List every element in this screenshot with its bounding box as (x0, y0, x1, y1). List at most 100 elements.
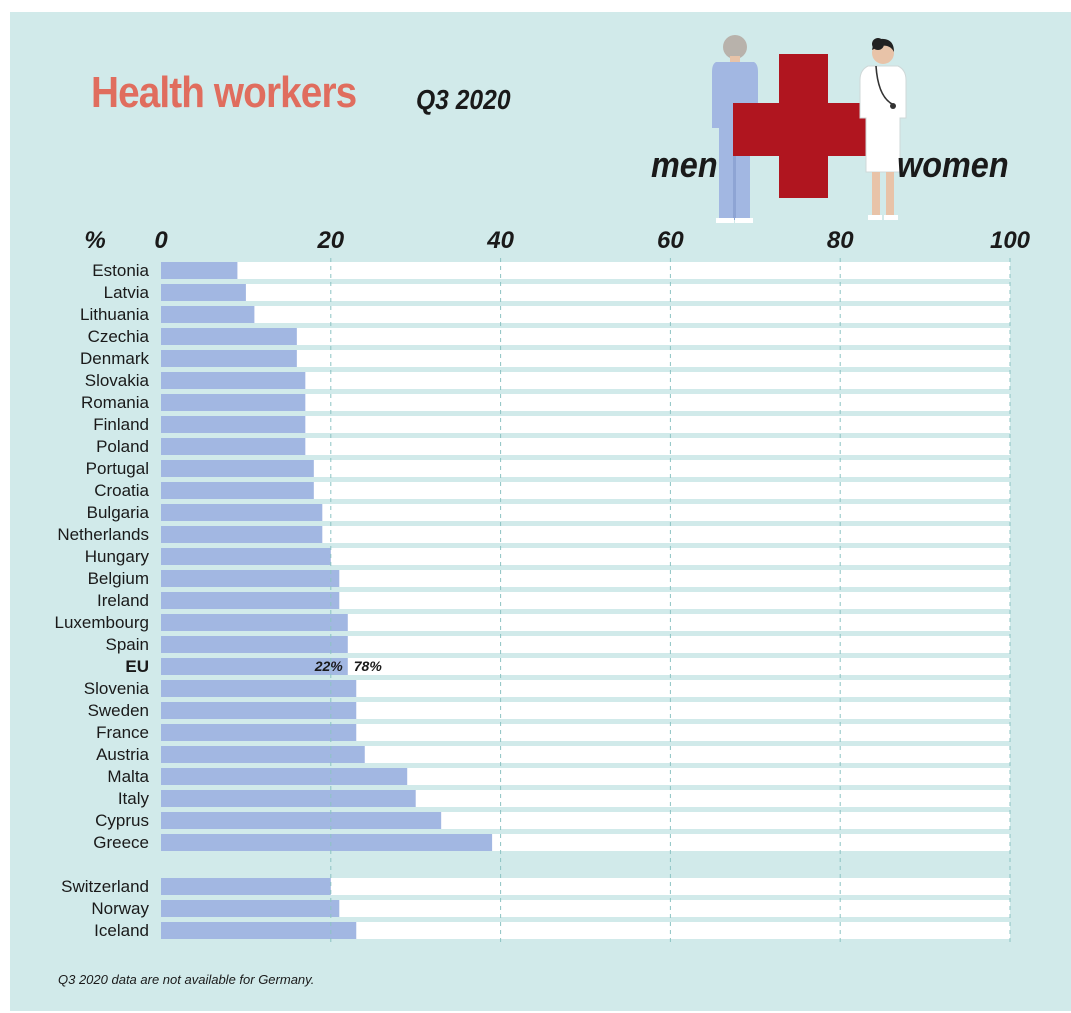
bar-men-italy (161, 790, 416, 807)
category-label: Croatia (94, 481, 149, 500)
bar-men-norway (161, 900, 340, 917)
bar-women-luxembourg (161, 614, 1010, 631)
bar-men-slovenia (161, 680, 357, 697)
category-label: Cyprus (95, 811, 149, 830)
bar-women-france (161, 724, 1010, 741)
x-tick-label: 0 (154, 227, 168, 254)
bar-women-switzerland (161, 878, 1010, 895)
bar-women-portugal (161, 460, 1010, 477)
category-label: Finland (93, 415, 149, 434)
eu-women-value: 78% (354, 658, 383, 674)
bar-men-greece (161, 834, 493, 851)
category-label: Poland (96, 437, 149, 456)
category-label: EU (125, 657, 149, 676)
bar-women-netherlands (161, 526, 1010, 543)
bar-men-cyprus (161, 812, 442, 829)
bar-men-eu (161, 658, 348, 675)
bar-women-czechia (161, 328, 1010, 345)
bar-women-austria (161, 746, 1010, 763)
bar-men-sweden (161, 702, 357, 719)
category-label: Estonia (92, 261, 149, 280)
eu-men-value: 22% (314, 658, 344, 674)
category-label: Ireland (97, 591, 149, 610)
bar-men-netherlands (161, 526, 323, 543)
category-label: Romania (81, 393, 150, 412)
x-tick-label: 20 (316, 227, 344, 254)
bar-women-romania (161, 394, 1010, 411)
bar-men-bulgaria (161, 504, 323, 521)
category-label: Luxembourg (54, 613, 149, 632)
bar-men-poland (161, 438, 306, 455)
category-label: Hungary (85, 547, 150, 566)
category-label: Belgium (88, 569, 149, 588)
category-label: Sweden (88, 701, 149, 720)
bar-women-hungary (161, 548, 1010, 565)
x-tick-label: 60 (657, 227, 684, 254)
bar-men-spain (161, 636, 348, 653)
bar-women-finland (161, 416, 1010, 433)
category-label: Portugal (86, 459, 149, 478)
bar-women-sweden (161, 702, 1010, 719)
bar-women-iceland (161, 922, 1010, 939)
category-label: Norway (91, 899, 149, 918)
bar-women-croatia (161, 482, 1010, 499)
bar-men-malta (161, 768, 408, 785)
bar-women-norway (161, 900, 1010, 917)
category-label: Malta (107, 767, 149, 786)
category-label: Denmark (80, 349, 149, 368)
bar-men-portugal (161, 460, 314, 477)
category-label: Bulgaria (87, 503, 150, 522)
bar-men-iceland (161, 922, 357, 939)
bar-men-austria (161, 746, 365, 763)
bar-women-estonia (161, 262, 1010, 279)
bar-men-romania (161, 394, 306, 411)
category-label: Netherlands (57, 525, 149, 544)
footnote: Q3 2020 data are not available for Germa… (58, 972, 315, 987)
bar-men-finland (161, 416, 306, 433)
category-label: Italy (118, 789, 150, 808)
bar-men-slovakia (161, 372, 306, 389)
category-label: Slovenia (84, 679, 150, 698)
bar-men-latvia (161, 284, 246, 301)
bar-women-latvia (161, 284, 1010, 301)
bar-men-estonia (161, 262, 238, 279)
bar-men-ireland (161, 592, 340, 609)
category-label: Czechia (88, 327, 150, 346)
bar-men-france (161, 724, 357, 741)
bar-men-croatia (161, 482, 314, 499)
bar-men-belgium (161, 570, 340, 587)
bar-women-slovakia (161, 372, 1010, 389)
bar-men-lithuania (161, 306, 255, 323)
axis-unit-label: % (84, 227, 105, 254)
category-label: Spain (106, 635, 149, 654)
bar-women-ireland (161, 592, 1010, 609)
legend-women: women (897, 144, 1009, 185)
category-label: France (96, 723, 149, 742)
category-label: Slovakia (85, 371, 150, 390)
bar-men-switzerland (161, 878, 331, 895)
category-label: Latvia (104, 283, 150, 302)
bar-men-czechia (161, 328, 297, 345)
bar-women-denmark (161, 350, 1010, 367)
category-label: Iceland (94, 921, 149, 940)
x-tick-label: 100 (990, 227, 1031, 254)
bar-women-lithuania (161, 306, 1010, 323)
x-tick-label: 40 (486, 227, 514, 254)
category-label: Greece (93, 833, 149, 852)
red-cross-icon (733, 54, 876, 198)
bar-women-bulgaria (161, 504, 1010, 521)
bar-men-luxembourg (161, 614, 348, 631)
legend-men: men (651, 144, 718, 185)
bar-women-spain (161, 636, 1010, 653)
x-tick-label: 80 (827, 227, 854, 254)
bar-women-slovenia (161, 680, 1010, 697)
chart-title: Health workers (91, 68, 357, 117)
category-label: Switzerland (61, 877, 149, 896)
category-label: Lithuania (80, 305, 150, 324)
category-label: Austria (96, 745, 149, 764)
bar-women-eu (161, 658, 1010, 675)
bar-men-hungary (161, 548, 331, 565)
chart-subtitle: Q3 2020 (416, 84, 511, 115)
